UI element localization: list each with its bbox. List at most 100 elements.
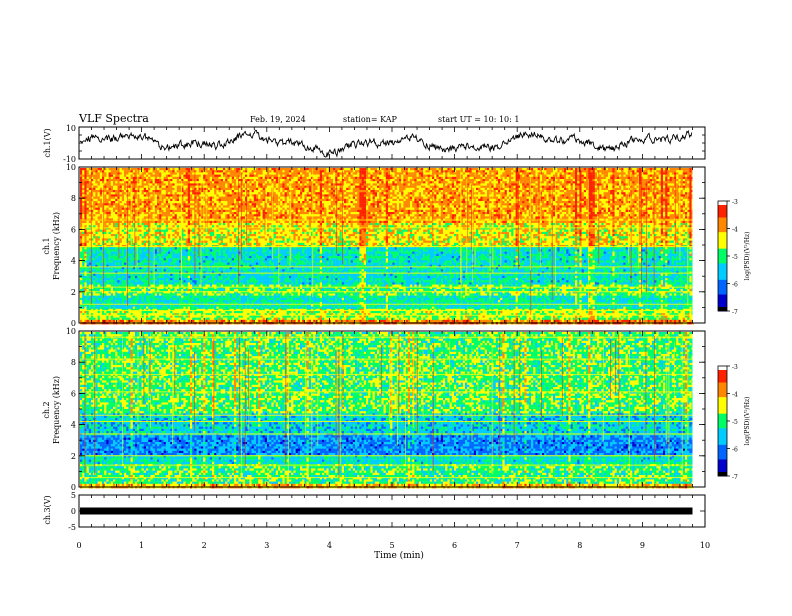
spectrogram-cell [126, 307, 128, 309]
spectrogram-cell [104, 179, 106, 181]
spectrogram-cell [135, 296, 137, 298]
spectrogram-cell [155, 212, 157, 214]
spectrogram-cell [230, 258, 232, 260]
spectrogram-cell [128, 212, 130, 214]
spectrogram-cell [192, 199, 194, 201]
spectrogram-cell [150, 260, 152, 262]
spectrogram-cell [157, 278, 159, 280]
spectrogram-cell [142, 216, 144, 218]
spectrogram-cell [82, 230, 84, 232]
spectrogram-cell [142, 225, 144, 227]
spectrogram-cell [109, 254, 111, 256]
spectrogram-cell [155, 243, 157, 245]
spectrogram-cell [113, 232, 115, 234]
spectrogram-cell [106, 300, 108, 302]
spectrogram-cell [95, 249, 97, 251]
spectrogram-cell [161, 216, 163, 218]
spectrogram-cell [166, 234, 168, 236]
spectrogram-cell [164, 243, 166, 245]
spectrogram-cell [188, 181, 190, 183]
spectrogram-cell [80, 254, 82, 256]
spectrogram-cell [128, 214, 130, 216]
spectrogram-cell [133, 274, 135, 276]
spectrogram-cell [120, 192, 122, 194]
spectrogram-cell [192, 276, 194, 278]
spectrogram-cell [219, 243, 221, 245]
spectrogram-cell [84, 230, 86, 232]
spectrogram-cell [122, 256, 124, 258]
spectrogram-cell [192, 241, 194, 243]
spectrogram-cell [106, 179, 108, 181]
spectrogram-cell [219, 238, 221, 240]
spectrogram-cell [208, 254, 210, 256]
spectrogram-cell [221, 247, 223, 249]
spectrogram-cell [100, 210, 102, 212]
spectrogram-cell [161, 282, 163, 284]
spectrogram-cell [210, 315, 212, 317]
spectrogram-cell [137, 311, 139, 313]
spectrogram-cell [87, 276, 89, 278]
spectrogram-cell [216, 252, 218, 254]
spectrogram-cell [84, 315, 86, 317]
spectrogram-cell [89, 280, 91, 282]
spectrogram-cell [175, 216, 177, 218]
spectrogram-cell [183, 267, 185, 269]
spectrogram-cell [168, 199, 170, 201]
spectrogram-cell [216, 232, 218, 234]
spectrogram-cell [157, 260, 159, 262]
spectrogram-cell [104, 252, 106, 254]
spectrogram-cell [161, 199, 163, 201]
spectrogram-cell [113, 320, 115, 322]
spectrogram-cell [227, 212, 229, 214]
spectrogram-cell [223, 318, 225, 320]
spectrogram-cell [124, 300, 126, 302]
spectrogram-cell [172, 243, 174, 245]
spectrogram-cell [177, 243, 179, 245]
spectrogram-cell [192, 232, 194, 234]
spectrogram-cell [214, 260, 216, 262]
spectrogram-cell [146, 307, 148, 309]
spectrogram-cell [113, 170, 115, 172]
spectrogram-cell [98, 234, 100, 236]
spectrogram-cell [137, 298, 139, 300]
spectrogram-cell [150, 208, 152, 210]
spectrogram-cell [192, 186, 194, 188]
spectrogram-cell [109, 269, 111, 271]
spectrogram-cell [146, 280, 148, 282]
spectrogram-cell [150, 296, 152, 298]
spectrogram-cell [82, 172, 84, 174]
spectrogram-cell [216, 170, 218, 172]
spectrogram-cell [144, 260, 146, 262]
spectrogram-cell [214, 293, 216, 295]
spectrogram-cell [223, 234, 225, 236]
spectrogram-cell [166, 269, 168, 271]
spectrogram-cell [201, 168, 203, 170]
spectrogram-cell [208, 282, 210, 284]
spectrogram-cell [190, 186, 192, 188]
spectrogram-cell [100, 234, 102, 236]
spectrogram-cell [161, 256, 163, 258]
spectrogram-cell [203, 249, 205, 251]
spectrogram-cell [146, 168, 148, 170]
spectrogram-cell [106, 221, 108, 223]
spectrogram-cell [133, 298, 135, 300]
spectrogram-cell [170, 186, 172, 188]
spectrogram-cell [144, 225, 146, 227]
spectrogram-cell [183, 181, 185, 183]
spectrogram-cell [172, 320, 174, 322]
spectrogram-cell [137, 280, 139, 282]
spectrogram-cell [144, 256, 146, 258]
spectrogram-cell [223, 315, 225, 317]
spectrogram-cell [208, 238, 210, 240]
spectrogram-cell [221, 181, 223, 183]
spectrogram-cell [170, 241, 172, 243]
spectrogram-cell [177, 192, 179, 194]
spectrogram-cell [150, 192, 152, 194]
spectrogram-cell [219, 307, 221, 309]
spectrogram-cell [212, 256, 214, 258]
spectrogram-cell [186, 247, 188, 249]
spectrogram-cell [186, 307, 188, 309]
spectrogram-cell [126, 172, 128, 174]
spectrogram-cell [155, 269, 157, 271]
spectrogram-cell [128, 300, 130, 302]
